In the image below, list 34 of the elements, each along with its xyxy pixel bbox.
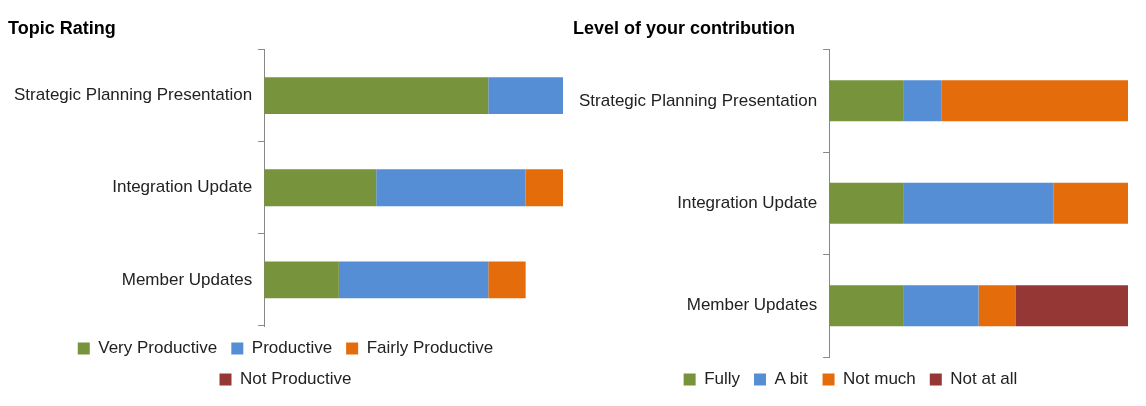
- legend-label: Very Productive: [98, 338, 218, 358]
- legend-label: Not Productive: [240, 369, 352, 389]
- legend-label: Not much: [843, 369, 916, 389]
- bar: [488, 77, 563, 115]
- bar: [903, 80, 942, 122]
- y-tick-label: Member Updates: [686, 295, 818, 315]
- bar: [264, 169, 377, 207]
- y-tick-label: Integration Update: [677, 192, 818, 212]
- legend-label: Fully: [704, 369, 741, 389]
- bar: [978, 285, 1016, 327]
- bar: [829, 285, 904, 327]
- y-tick-label: Integration Update: [112, 177, 253, 197]
- bar: [1053, 182, 1128, 224]
- bar: [903, 182, 1054, 224]
- text: Topic Rating: [8, 17, 116, 38]
- bar: [829, 182, 904, 224]
- legend-label: Not at all: [950, 369, 1018, 389]
- y-tick-label: Strategic Planning Presentation: [13, 85, 253, 105]
- bar: [941, 80, 1128, 122]
- legend-label: Productive: [251, 338, 333, 358]
- bar: [376, 169, 526, 207]
- legend-label: A bit: [774, 369, 808, 389]
- text: Level of your contribution: [573, 17, 796, 38]
- bar: [338, 261, 489, 299]
- bar: [264, 261, 339, 299]
- y-tick-label: Member Updates: [121, 269, 253, 289]
- bar: [525, 169, 563, 207]
- legend-label: Fairly Productive: [366, 338, 494, 358]
- bar: [829, 80, 904, 122]
- bar: [1015, 285, 1128, 327]
- y-tick-label: Strategic Planning Presentation: [578, 90, 818, 110]
- bar: [488, 261, 526, 299]
- bar: [264, 77, 489, 115]
- bar: [903, 285, 979, 327]
